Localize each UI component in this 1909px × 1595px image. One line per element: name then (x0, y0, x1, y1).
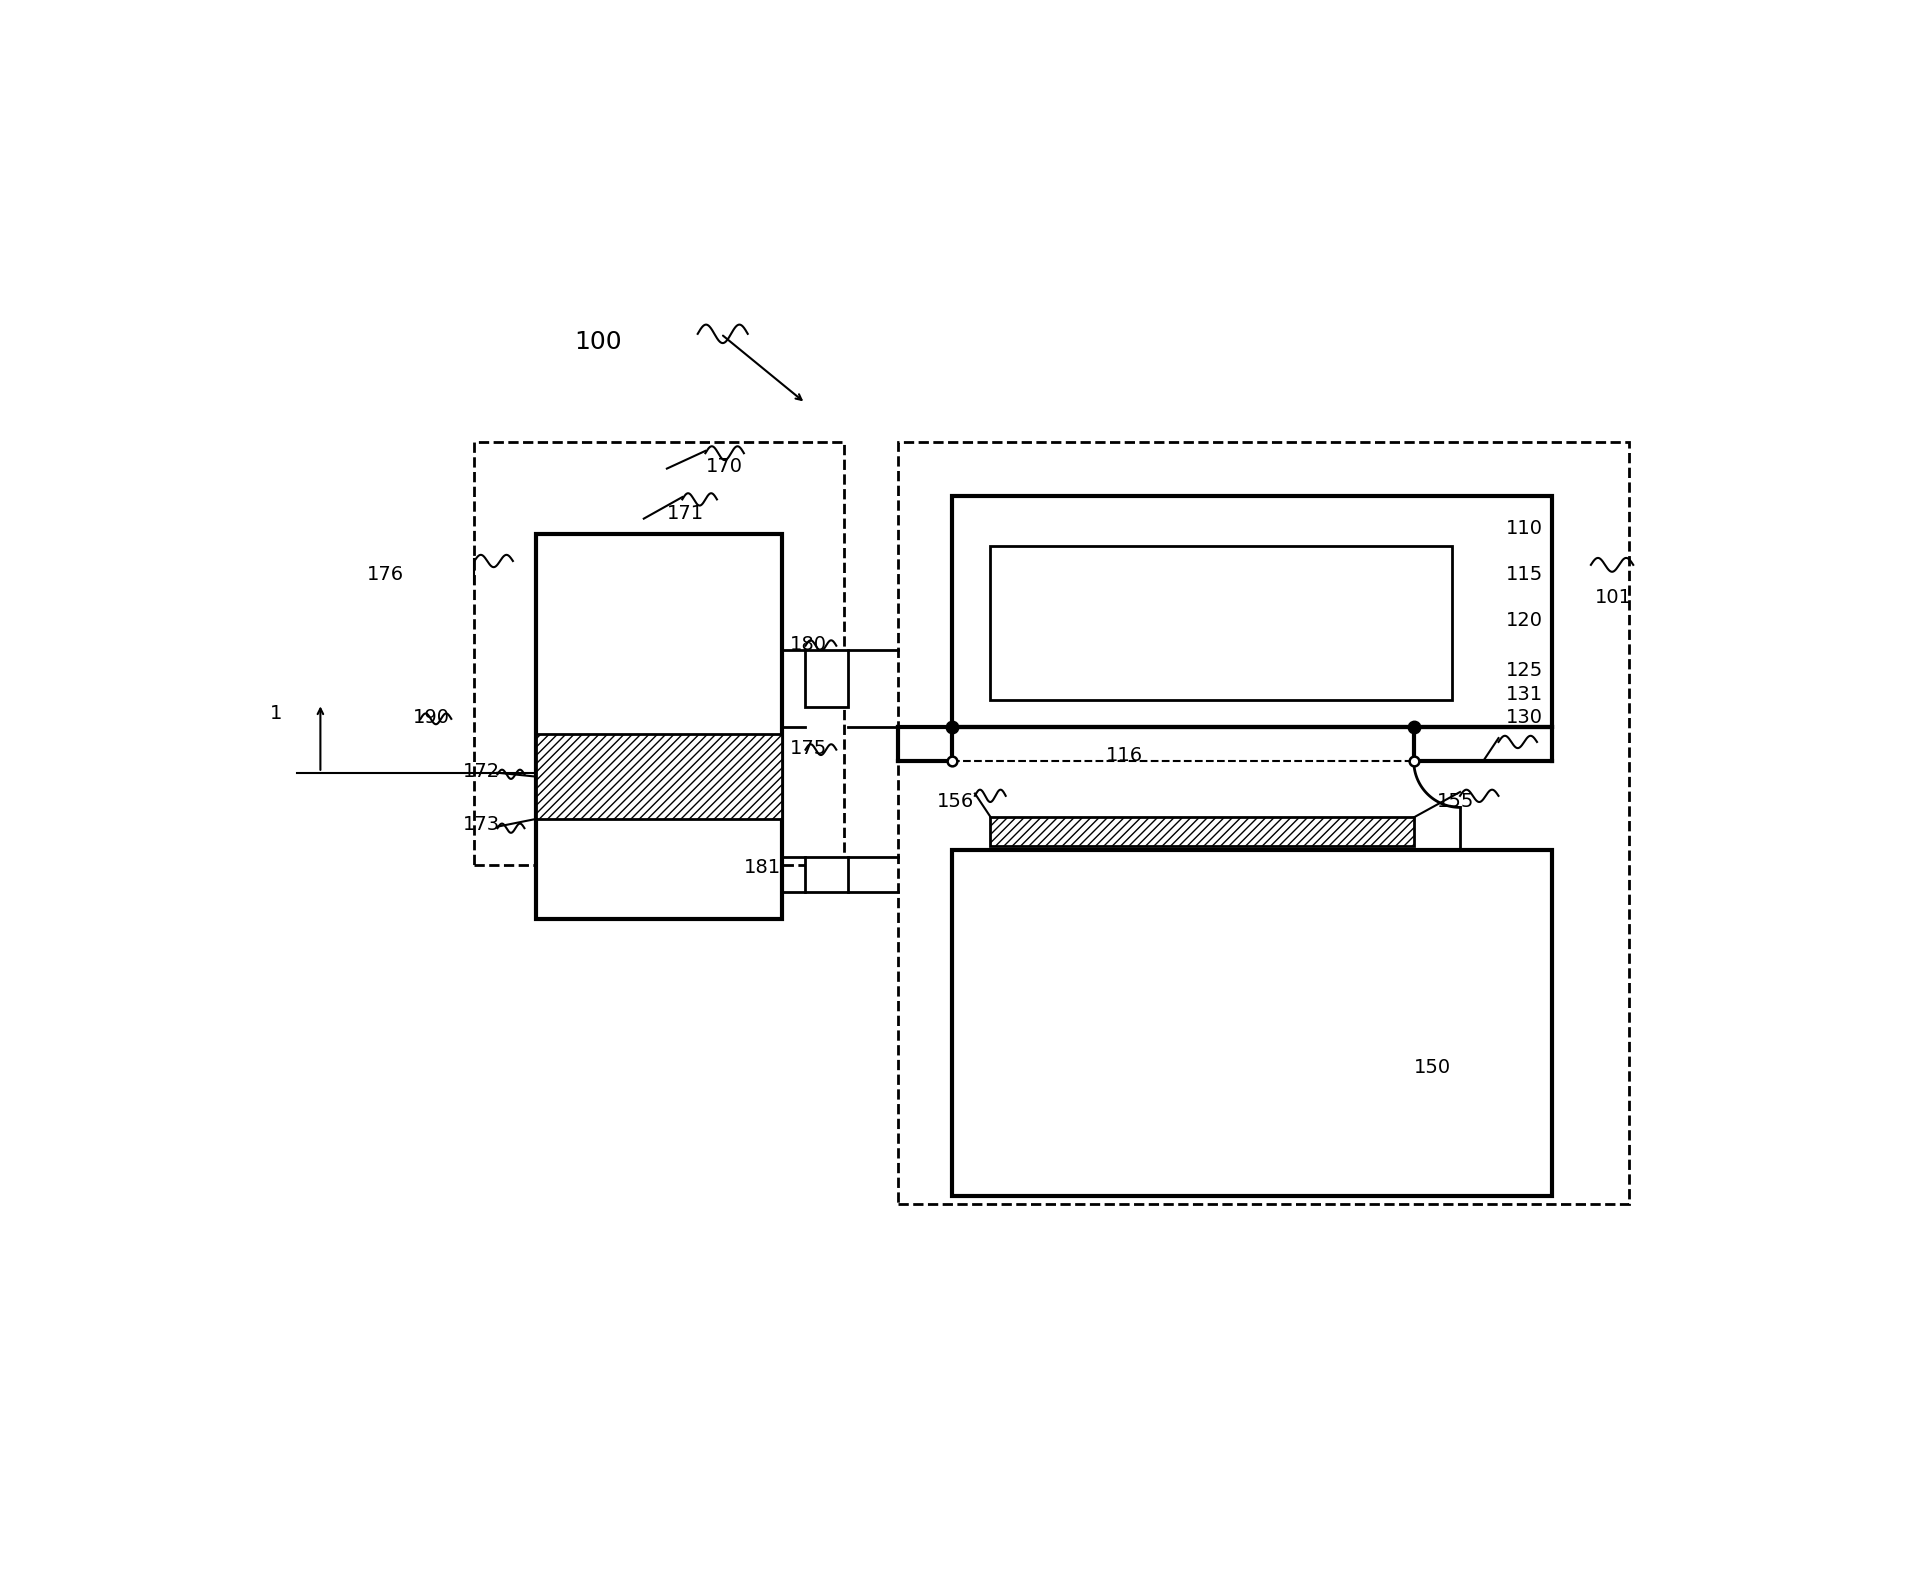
Bar (806, 649, 848, 707)
Text: 110: 110 (1506, 518, 1542, 538)
Text: 131: 131 (1506, 684, 1542, 703)
Text: 180: 180 (790, 635, 827, 654)
Text: 130: 130 (1506, 708, 1542, 727)
Text: 176: 176 (367, 565, 403, 584)
Text: 116: 116 (1105, 746, 1143, 766)
Text: 120: 120 (1506, 611, 1542, 630)
Text: 171: 171 (666, 504, 704, 523)
Text: 1: 1 (271, 703, 283, 723)
Text: 155: 155 (1437, 793, 1474, 812)
Bar (897, 442, 1630, 1204)
Text: 175: 175 (790, 738, 827, 758)
Text: 190: 190 (412, 708, 451, 727)
Bar (953, 850, 1552, 1196)
Bar (953, 496, 1552, 727)
Text: 100: 100 (575, 330, 622, 354)
Text: 156: 156 (937, 793, 974, 812)
Bar (475, 442, 844, 864)
Bar (806, 858, 848, 892)
Text: 170: 170 (706, 458, 743, 477)
Bar (536, 734, 783, 818)
Bar (991, 545, 1453, 700)
Text: 173: 173 (462, 815, 500, 834)
Text: 150: 150 (1415, 1057, 1451, 1077)
Text: 101: 101 (1594, 589, 1632, 608)
Text: 172: 172 (462, 761, 500, 780)
Bar (991, 817, 1415, 845)
Text: 125: 125 (1506, 662, 1544, 681)
Text: 181: 181 (745, 858, 781, 877)
Bar (536, 534, 783, 919)
Text: 115: 115 (1506, 565, 1544, 584)
Text: 135: 135 (1052, 597, 1090, 616)
